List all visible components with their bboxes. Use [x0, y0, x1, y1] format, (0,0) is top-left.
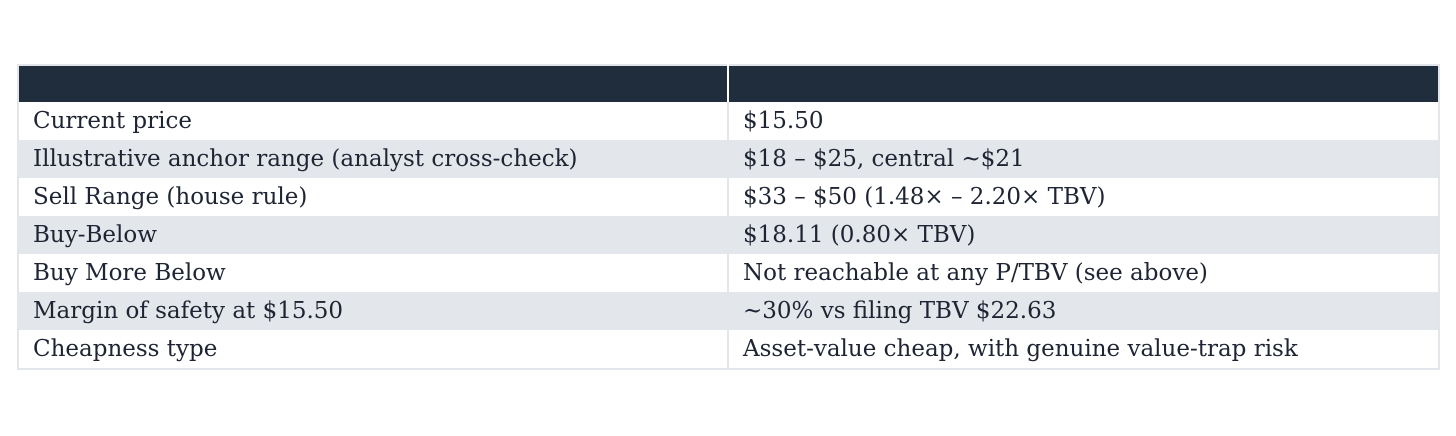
table-row: Margin of safety at $15.50 ~30% vs filin… — [18, 292, 1439, 330]
valuation-table: Current price $15.50 Illustrative anchor… — [17, 64, 1440, 370]
table-row: Current price $15.50 — [18, 102, 1439, 140]
row-value: $15.50 — [728, 102, 1439, 140]
table-row: Buy More Below Not reachable at any P/TB… — [18, 254, 1439, 292]
table-row: Buy-Below $18.11 (0.80× TBV) — [18, 216, 1439, 254]
row-value: Not reachable at any P/TBV (see above) — [728, 254, 1439, 292]
table-row: Illustrative anchor range (analyst cross… — [18, 140, 1439, 178]
row-label: Margin of safety at $15.50 — [18, 292, 729, 330]
table-row: Cheapness type Asset-value cheap, with g… — [18, 330, 1439, 369]
table-header — [18, 65, 1439, 102]
header-cell-value — [728, 65, 1439, 102]
row-label: Illustrative anchor range (analyst cross… — [18, 140, 729, 178]
table-row: Sell Range (house rule) $33 – $50 (1.48×… — [18, 178, 1439, 216]
row-label: Cheapness type — [18, 330, 729, 369]
row-value: $18.11 (0.80× TBV) — [728, 216, 1439, 254]
table-body: Current price $15.50 Illustrative anchor… — [18, 102, 1439, 369]
row-value: $18 – $25, central ~$21 — [728, 140, 1439, 178]
row-label: Buy-Below — [18, 216, 729, 254]
row-value: Asset-value cheap, with genuine value-tr… — [728, 330, 1439, 369]
row-value: $33 – $50 (1.48× – 2.20× TBV) — [728, 178, 1439, 216]
valuation-table-container: Current price $15.50 Illustrative anchor… — [17, 64, 1440, 370]
row-label: Buy More Below — [18, 254, 729, 292]
header-row — [18, 65, 1439, 102]
header-cell-label — [18, 65, 729, 102]
row-label: Sell Range (house rule) — [18, 178, 729, 216]
row-label: Current price — [18, 102, 729, 140]
row-value: ~30% vs filing TBV $22.63 — [728, 292, 1439, 330]
